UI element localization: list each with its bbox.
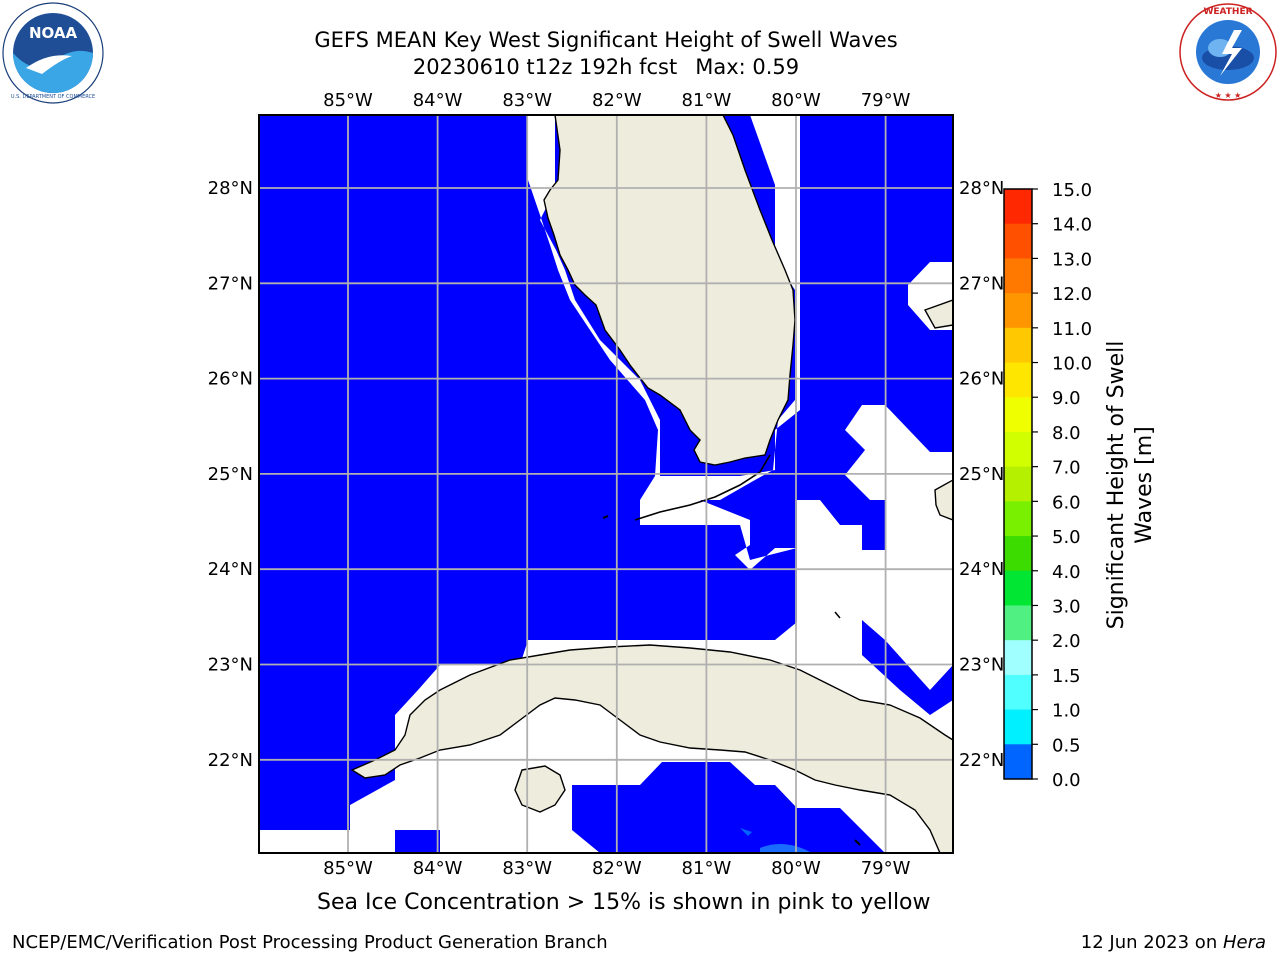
colorbar-segment (1004, 189, 1032, 225)
colorbar-segment (1004, 744, 1032, 780)
colorbar-segment (1004, 258, 1032, 294)
colorbar-tick-label: 8.0 (1052, 423, 1081, 444)
colorbar-label-line2: Waves [m] (1132, 426, 1157, 543)
andros-island (934, 479, 953, 521)
colorbar-tick-label: 5.0 (1052, 527, 1081, 548)
colorbar-tick-label: 10.0 (1052, 354, 1092, 375)
lon-label-bottom: 83°W (502, 858, 552, 879)
map-frame (258, 114, 954, 854)
colorbar-tick-label: 12.0 (1052, 284, 1092, 305)
colorbar-segment (1004, 362, 1032, 398)
lon-label-top: 84°W (413, 90, 463, 111)
footer-host: Hera (1222, 932, 1266, 953)
svg-text:★ ★ ★: ★ ★ ★ (1215, 91, 1242, 100)
colorbar-segment (1004, 293, 1032, 329)
grand-bahama (923, 299, 953, 329)
colorbar-segment (1004, 536, 1032, 572)
lon-label-bottom: 82°W (592, 858, 642, 879)
colorbar: 15.0 14.0 13.0 12.0 11.0 10.0 9.0 8.0 7.0 6.0 5.0 4… (1003, 180, 1092, 791)
colorbar-tick-label: 6.0 (1052, 492, 1081, 513)
colorbar-segment (1004, 674, 1032, 711)
colorbar-tick-label: 11.0 (1052, 319, 1092, 340)
latitude-labels-left: 28°N 27°N 26°N 25°N 24°N 23°N 22°N (208, 178, 253, 771)
lon-label-bottom: 85°W (323, 858, 373, 879)
colorbar-tick-label: 14.0 (1052, 215, 1092, 236)
colorbar-tick-label: 9.0 (1052, 388, 1081, 409)
colorbar-segment (1004, 640, 1032, 676)
lat-label-right: 26°N (959, 369, 1004, 390)
longitude-labels-top: 85°W 84°W 83°W 82°W 81°W 80°W 79°W (323, 90, 911, 111)
higher-swell-patch (760, 844, 812, 853)
lon-label-top: 85°W (323, 90, 373, 111)
colorbar-tick-label: 3.0 (1052, 596, 1081, 617)
colorbar-tick-label: 0.0 (1052, 770, 1081, 791)
colorbar-tick-label: 13.0 (1052, 249, 1092, 270)
colorbar-segment (1004, 570, 1032, 606)
colorbar-tick-label: 7.0 (1052, 458, 1081, 479)
footer-date: 12 Jun 2023 on Hera (1081, 932, 1266, 953)
colorbar-segment (1004, 223, 1032, 259)
lat-label-left: 24°N (208, 559, 253, 580)
noaa-logo: NOAA U.S. DEPARTMENT OF COMMERCE (2, 2, 104, 104)
latitude-labels-right: 28°N 27°N 26°N 25°N 24°N 23°N 22°N (959, 178, 1004, 771)
footer-credit: NCEP/EMC/Verification Post Processing Pr… (12, 932, 608, 953)
chart-title: GEFS MEAN Key West Significant Height of… (314, 28, 898, 52)
lon-label-top: 79°W (861, 90, 911, 111)
longitude-labels-bottom: 85°W 84°W 83°W 82°W 81°W 80°W 79°W (323, 858, 911, 879)
lat-label-right: 22°N (959, 750, 1004, 771)
lon-label-top: 80°W (771, 90, 821, 111)
lat-label-left: 28°N (208, 178, 253, 199)
svg-text:U.S. DEPARTMENT OF COMMERCE: U.S. DEPARTMENT OF COMMERCE (11, 94, 95, 100)
lat-label-right: 28°N (959, 178, 1004, 199)
chart-subtitle: 20230610 t12z 192h fcst Max: 0.59 (206, 54, 1006, 80)
florida-keys (634, 454, 771, 521)
lon-label-top: 83°W (502, 90, 552, 111)
max-label: Max: 0.59 (695, 55, 800, 79)
lon-label-bottom: 81°W (682, 858, 732, 879)
colorbar-segment (1004, 397, 1032, 433)
national-weather-service-logo: WEATHER ★ ★ ★ (1179, 3, 1277, 101)
sea-ice-note: Sea Ice Concentration > 15% is shown in … (317, 890, 931, 915)
svg-text:NOAA: NOAA (29, 24, 78, 42)
colorbar-segment (1004, 466, 1032, 502)
lat-label-left: 27°N (208, 273, 253, 294)
lon-label-bottom: 79°W (861, 858, 911, 879)
lat-label-right: 25°N (959, 464, 1004, 485)
lat-label-right: 23°N (959, 655, 1004, 676)
colorbar-segment (1004, 709, 1032, 745)
lat-label-left: 23°N (208, 655, 253, 676)
lon-label-top: 82°W (592, 90, 642, 111)
lat-label-left: 26°N (208, 369, 253, 390)
colorbar-tick-label: 1.5 (1052, 666, 1081, 687)
colorbar-label-line1: Significant Height of Swell (1104, 341, 1129, 630)
lat-label-left: 25°N (208, 464, 253, 485)
lat-label-left: 22°N (208, 750, 253, 771)
forecast-label: 20230610 t12z 192h fcst (412, 55, 678, 79)
cuba-landmass (350, 644, 953, 853)
colorbar-tick-label: 2.0 (1052, 631, 1081, 652)
lat-label-right: 27°N (959, 273, 1004, 294)
lon-label-bottom: 84°W (413, 858, 463, 879)
colorbar-segment (1004, 605, 1032, 641)
colorbar-tick-label: 0.5 (1052, 735, 1081, 756)
colorbar-segment (1004, 327, 1032, 364)
colorbar-segment (1004, 501, 1032, 537)
colorbar-frame (1003, 188, 1033, 780)
colorbar-tick-label: 1.0 (1052, 701, 1081, 722)
gridlines (259, 115, 953, 853)
svg-text:WEATHER: WEATHER (1203, 7, 1252, 17)
lon-label-bottom: 80°W (771, 858, 821, 879)
colorbar-segment (1004, 431, 1032, 468)
colorbar-tick-label: 15.0 (1052, 180, 1092, 201)
colorbar-tick-label: 4.0 (1052, 562, 1081, 583)
footer-date-text: 12 Jun 2023 on (1080, 932, 1223, 953)
lat-label-right: 24°N (959, 559, 1004, 580)
lon-label-top: 81°W (682, 90, 732, 111)
